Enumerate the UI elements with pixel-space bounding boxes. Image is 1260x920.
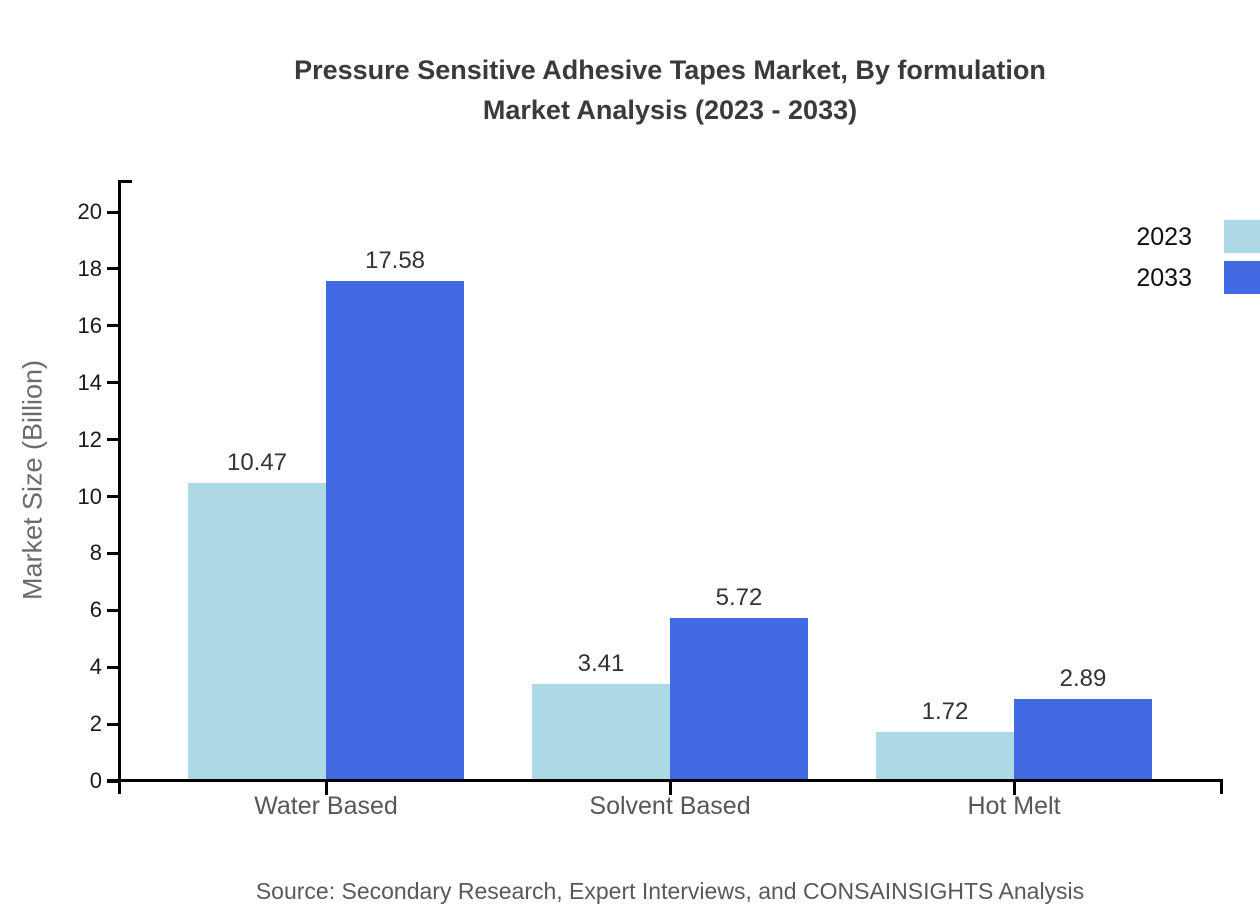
legend-label-2033: 2033 — [1136, 264, 1192, 292]
bar-2033-hot-melt — [1014, 698, 1152, 779]
y-tick-label-12: 12 — [77, 426, 102, 452]
chart-title: Pressure Sensitive Adhesive Tapes Market… — [80, 50, 1260, 130]
y-tick-label-4: 4 — [89, 654, 102, 680]
value-label-2033-hot-melt: 2.89 — [1059, 664, 1107, 692]
y-tick-14 — [107, 381, 119, 385]
x-tick-solvent-based — [668, 782, 672, 795]
category-label-solvent-based: Solvent Based — [589, 792, 751, 820]
y-tick-0 — [107, 779, 119, 783]
y-tick-2 — [107, 722, 119, 726]
x-tick-hot-melt — [1012, 782, 1016, 795]
value-label-2023-solvent-based: 3.41 — [577, 649, 625, 677]
y-tick-label-8: 8 — [89, 540, 102, 566]
y-tick-label-6: 6 — [89, 597, 102, 623]
legend-swatch-2023 — [1224, 220, 1260, 253]
y-axis-end-cap — [118, 180, 132, 183]
y-tick-label-20: 20 — [77, 199, 102, 224]
bar-2033-solvent-based — [670, 618, 808, 779]
chart-title-line-2: Market Analysis (2023 - 2033) — [482, 95, 858, 125]
x-axis-end-cap — [1220, 779, 1223, 794]
y-tick-label-18: 18 — [77, 255, 102, 281]
bar-2023-water-based — [188, 483, 326, 779]
y-tick-16 — [107, 324, 119, 328]
x-tick-water-based — [324, 782, 328, 795]
category-label-hot-melt: Hot Melt — [967, 792, 1061, 820]
x-axis-line — [107, 779, 1223, 782]
source-note: Source: Secondary Research, Expert Inter… — [255, 878, 1085, 904]
value-label-2033-water-based: 17.58 — [364, 246, 426, 274]
y-tick-label-14: 14 — [77, 369, 102, 395]
legend-swatch-2033 — [1224, 261, 1260, 294]
y-tick-20 — [107, 210, 119, 214]
bar-2023-hot-melt — [876, 732, 1014, 779]
value-label-2023-water-based: 10.47 — [226, 449, 288, 477]
y-axis-line — [118, 180, 121, 794]
bar-2023-solvent-based — [532, 683, 670, 779]
y-tick-18 — [107, 267, 119, 271]
y-tick-label-2: 2 — [89, 711, 102, 737]
bar-2033-water-based — [326, 280, 464, 779]
chart-title-line-1: Pressure Sensitive Adhesive Tapes Market… — [294, 55, 1046, 85]
legend-label-2023: 2023 — [1136, 223, 1192, 251]
value-label-2033-solvent-based: 5.72 — [715, 584, 763, 612]
value-label-2023-hot-melt: 1.72 — [921, 698, 969, 726]
y-tick-10 — [107, 495, 119, 498]
y-tick-6 — [107, 608, 119, 612]
y-tick-label-0: 0 — [89, 768, 102, 793]
y-tick-12 — [107, 438, 119, 442]
y-tick-4 — [107, 665, 119, 669]
y-tick-label-16: 16 — [77, 312, 102, 338]
y-tick-8 — [107, 551, 119, 555]
y-tick-label-10: 10 — [77, 483, 102, 509]
category-label-water-based: Water Based — [254, 792, 398, 820]
